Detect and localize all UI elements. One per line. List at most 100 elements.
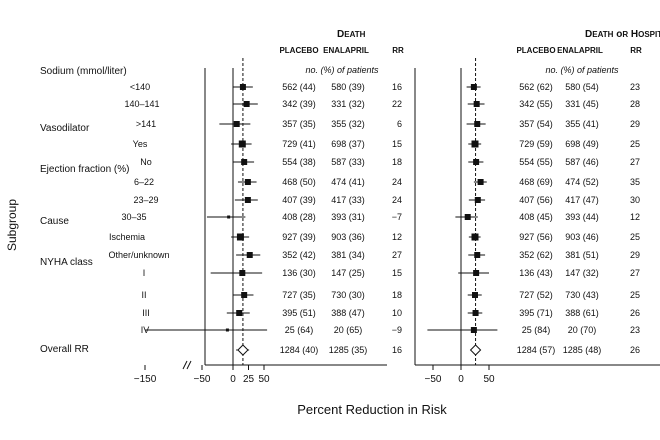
cell-placebo: 407 (56) — [519, 195, 553, 205]
cell-rr: 27 — [630, 268, 640, 278]
cell-placebo: 136 (43) — [519, 268, 553, 278]
cell-rr: 6 — [397, 119, 402, 129]
point-estimate-marker — [470, 84, 477, 90]
cell-enalapril: 331 (45) — [565, 99, 599, 109]
point-estimate-marker — [474, 121, 481, 127]
cell-rr: 28 — [630, 99, 640, 109]
row-label: >141 — [136, 119, 156, 129]
cell-rr: 26 — [630, 345, 640, 355]
group-header-label: Sodium (mmol/liter) — [40, 66, 127, 77]
cell-enalapril: 580 (54) — [565, 82, 599, 92]
point-estimate-marker — [227, 215, 231, 219]
cell-placebo: 357 (54) — [519, 119, 553, 129]
x-tick-label: 0 — [458, 374, 464, 385]
cell-rr: 25 — [630, 232, 640, 242]
patients-note: no. (%) of patients — [305, 65, 379, 75]
point-estimate-marker — [464, 214, 471, 220]
cell-placebo: 727 (52) — [519, 290, 553, 300]
row-label: II — [141, 290, 146, 300]
cell-enalapril: 20 (70) — [568, 325, 597, 335]
x-tick-label: 50 — [483, 374, 495, 385]
figure-content: Sodium (mmol/liter) Vasodilator Ejection f… — [40, 29, 660, 385]
group-header-label: NYHA class — [40, 257, 93, 268]
column-header-rr: RR — [392, 46, 404, 55]
cell-enalapril: 698 (49) — [565, 139, 599, 149]
cell-placebo: 25 (64) — [285, 325, 314, 335]
x-tick-label: 50 — [258, 374, 270, 385]
point-estimate-marker — [474, 197, 481, 203]
cell-placebo: 554 (55) — [519, 157, 553, 167]
cell-placebo: 408 (28) — [282, 212, 316, 222]
row-label: I — [143, 268, 146, 278]
cell-rr: 27 — [392, 250, 402, 260]
cell-rr: 25 — [630, 290, 640, 300]
cell-placebo: 729 (59) — [519, 139, 553, 149]
cell-placebo: 342 (39) — [282, 99, 316, 109]
cell-placebo: 927 (39) — [282, 232, 316, 242]
x-tick-label: −50 — [194, 374, 211, 385]
cell-rr: 18 — [392, 157, 402, 167]
cell-placebo: 468 (69) — [519, 177, 553, 187]
cell-rr: 27 — [630, 157, 640, 167]
cell-enalapril: 147 (32) — [565, 268, 599, 278]
cell-rr: 35 — [630, 177, 640, 187]
cell-placebo: 357 (35) — [282, 119, 316, 129]
cell-rr: 12 — [392, 232, 402, 242]
row-label: 140–141 — [124, 99, 159, 109]
cell-enalapril: 393 (31) — [331, 212, 365, 222]
cell-rr: 26 — [630, 308, 640, 318]
cell-rr: −9 — [392, 325, 402, 335]
cell-placebo: 352 (62) — [519, 250, 553, 260]
group-header-label: Vasodilator — [40, 123, 90, 134]
overall-diamond — [469, 344, 482, 356]
cell-enalapril: 20 (65) — [334, 325, 363, 335]
cell-placebo: 25 (84) — [522, 325, 551, 335]
cell-enalapril: 147 (25) — [331, 268, 365, 278]
cell-enalapril: 730 (30) — [331, 290, 365, 300]
cell-enalapril: 730 (43) — [565, 290, 599, 300]
cell-rr: 30 — [630, 195, 640, 205]
cell-rr: 23 — [630, 325, 640, 335]
overall-diamond — [237, 344, 249, 356]
cell-rr: 22 — [392, 99, 402, 109]
cell-enalapril: 587 (33) — [331, 157, 365, 167]
cell-placebo: 562 (44) — [282, 82, 316, 92]
cell-enalapril: 417 (47) — [565, 195, 599, 205]
cell-placebo: 136 (30) — [282, 268, 316, 278]
cell-enalapril: 381 (51) — [565, 250, 599, 260]
point-estimate-marker — [473, 270, 480, 276]
column-header-rr: RR — [630, 46, 642, 55]
row-label: III — [142, 308, 150, 318]
point-estimate-marker — [236, 233, 244, 241]
group-header-label: Ejection fraction (%) — [40, 164, 129, 175]
point-estimate-marker — [243, 101, 250, 107]
point-estimate-marker — [239, 84, 246, 90]
point-estimate-marker — [225, 328, 229, 332]
cell-rr: 29 — [630, 119, 640, 129]
column-header-enalapril: ENALAPRIL — [323, 46, 369, 55]
row-label: Ischemia — [109, 232, 145, 242]
point-estimate-marker — [244, 179, 251, 185]
point-estimate-marker — [239, 270, 246, 276]
point-estimate-marker — [473, 101, 480, 107]
figure-static: Subgroup Percent Reduction in Risk — [5, 199, 447, 417]
x-tick-label: −50 — [425, 374, 442, 385]
point-estimate-marker — [472, 310, 479, 316]
point-estimate-marker — [471, 140, 479, 148]
cell-placebo: 562 (62) — [519, 82, 553, 92]
cell-rr: 24 — [392, 195, 402, 205]
cell-enalapril: 417 (33) — [331, 195, 365, 205]
cell-enalapril: 355 (32) — [331, 119, 365, 129]
cell-enalapril: 331 (32) — [331, 99, 365, 109]
point-estimate-marker — [246, 252, 253, 258]
cell-enalapril: 388 (47) — [331, 308, 365, 318]
cell-enalapril: 393 (44) — [565, 212, 599, 222]
cell-enalapril: 903 (36) — [331, 232, 365, 242]
cell-enalapril: 474 (52) — [565, 177, 599, 187]
point-estimate-marker — [477, 179, 484, 185]
point-estimate-marker — [241, 292, 248, 298]
x-tick-label: −150 — [134, 374, 157, 385]
row-label: 6–22 — [134, 177, 154, 187]
x-tick-label: 0 — [230, 374, 236, 385]
